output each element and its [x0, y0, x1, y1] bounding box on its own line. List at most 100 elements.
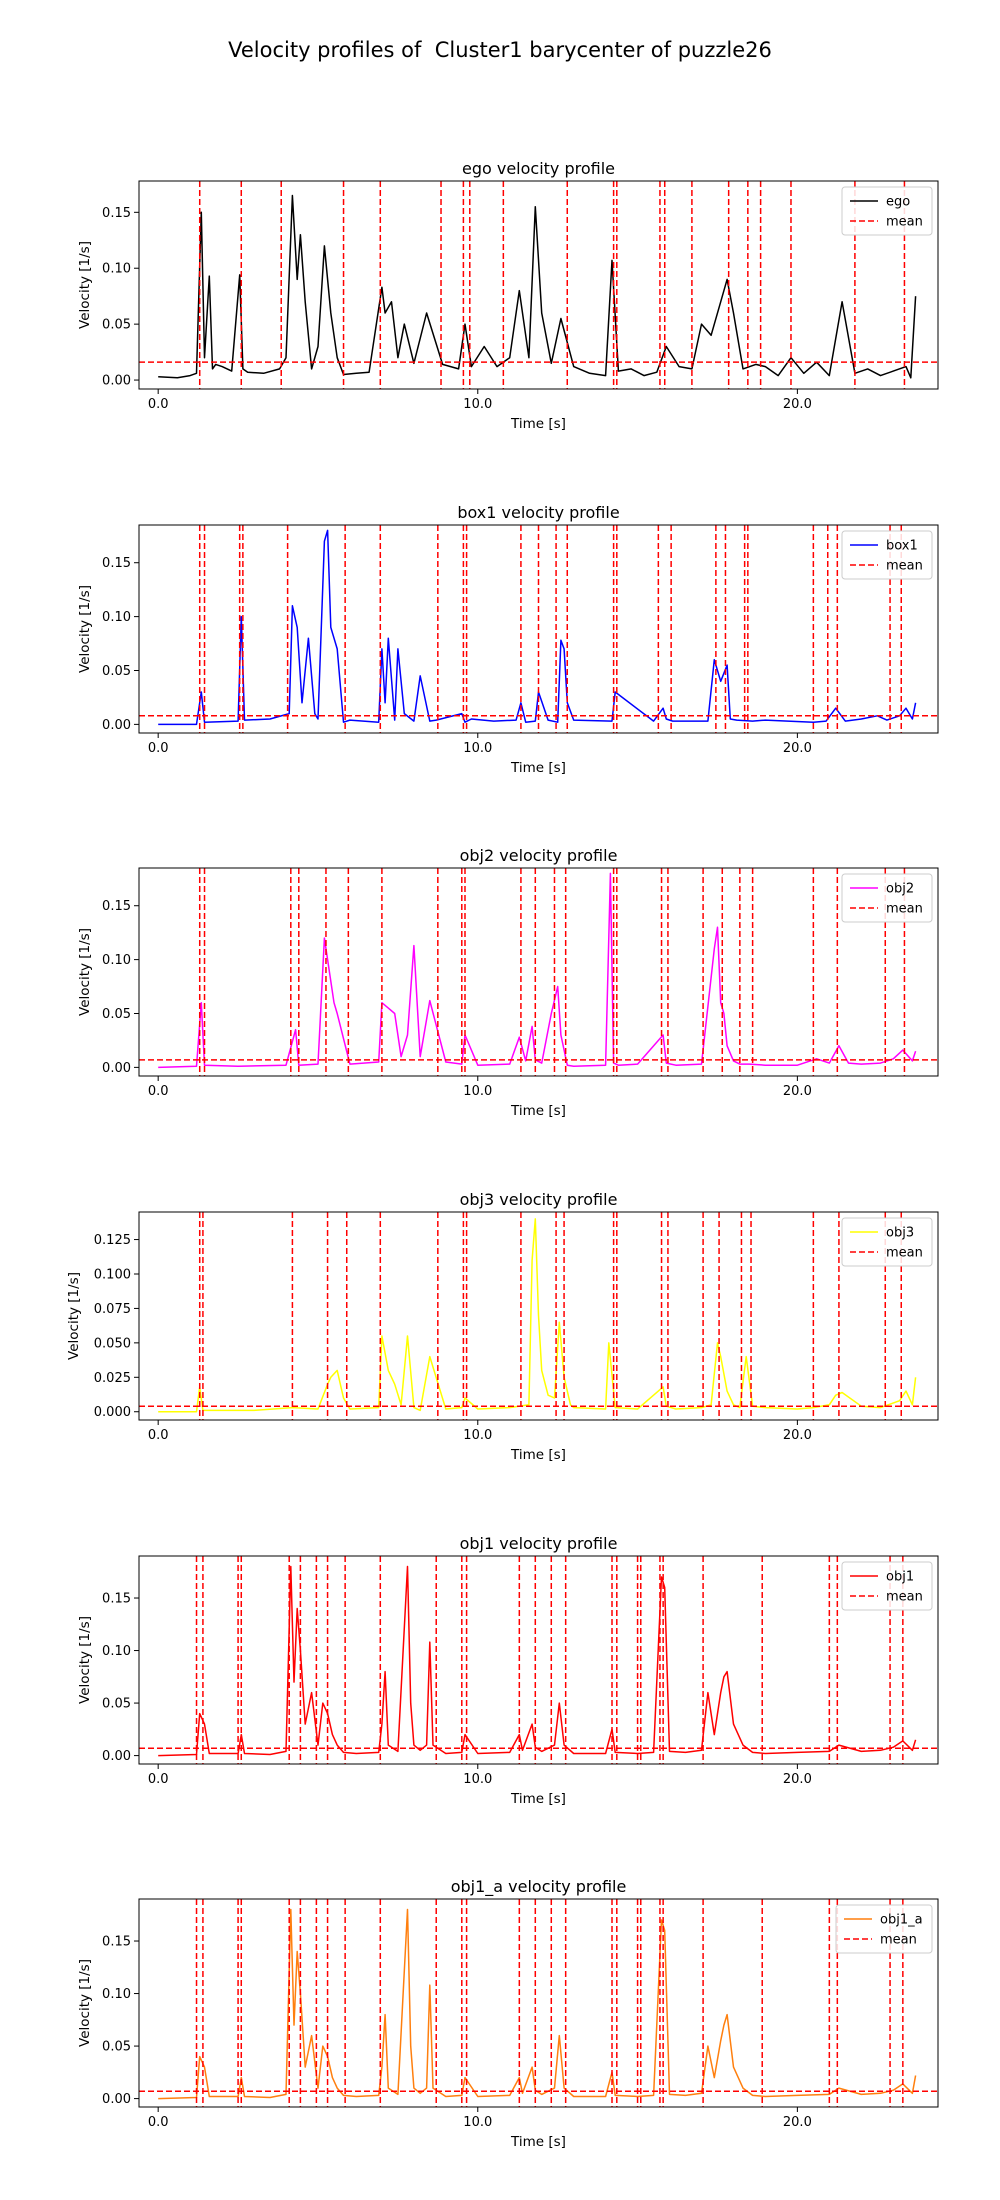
x-tick-label: 0.0	[148, 2115, 169, 2130]
x-tick-label: 10.0	[463, 741, 492, 756]
axes-frame	[138, 524, 939, 734]
legend-label-series: obj1_a	[880, 1913, 923, 1928]
axes-frame	[138, 867, 939, 1077]
legend-box	[841, 186, 933, 236]
y-tick-label: 0.075	[94, 1302, 131, 1317]
x-axis-label: Time [s]	[510, 416, 566, 432]
x-tick-label: 0.0	[148, 1084, 169, 1099]
legend-label-mean: mean	[880, 1933, 917, 1948]
legend: box1 mean	[841, 530, 933, 580]
y-tick-label: 0.00	[102, 718, 131, 733]
legend: obj1 mean	[841, 1561, 933, 1611]
x-tick-label: 20.0	[783, 397, 812, 412]
x-axis-label: Time [s]	[510, 1791, 566, 1807]
series-line-obj1	[158, 1565, 917, 1757]
y-tick-label: 0.05	[102, 664, 131, 679]
y-axis-label: Velocity [1/s]	[66, 1272, 82, 1360]
y-tick-label: 0.125	[94, 1233, 131, 1248]
legend: obj2 mean	[841, 873, 933, 923]
y-tick-label: 0.10	[102, 262, 131, 277]
x-tick-label: 20.0	[783, 741, 812, 756]
legend-label-mean: mean	[886, 902, 923, 917]
y-tick-label: 0.05	[102, 1007, 131, 1022]
series-line-ego	[158, 194, 917, 379]
legend-box	[841, 530, 933, 580]
y-tick-label: 0.050	[94, 1336, 131, 1351]
series-line-box1	[158, 529, 917, 726]
series-line-obj2	[158, 872, 917, 1069]
x-tick-label: 0.0	[148, 741, 169, 756]
y-tick-label: 0.100	[94, 1267, 131, 1282]
y-tick-label: 0.05	[102, 318, 131, 333]
x-tick-label: 0.0	[148, 1428, 169, 1443]
y-tick-label: 0.10	[102, 610, 131, 625]
legend-label-series: obj3	[886, 1226, 914, 1241]
y-tick-label: 0.10	[102, 1987, 131, 2002]
legend: ego mean	[841, 186, 933, 236]
y-tick-label: 0.15	[102, 206, 131, 221]
y-tick-label: 0.025	[94, 1371, 131, 1386]
legend-label-mean: mean	[886, 215, 923, 230]
x-tick-label: 10.0	[463, 397, 492, 412]
legend-label-mean: mean	[886, 1590, 923, 1605]
legend-label-series: box1	[886, 539, 918, 554]
x-tick-label: 20.0	[783, 1772, 812, 1787]
x-tick-label: 0.0	[148, 1772, 169, 1787]
y-tick-label: 0.05	[102, 2040, 131, 2055]
legend-box	[841, 873, 933, 923]
subplot-obj2: 0.0 10.0 20.0 0.00 0.05 0.10 0.15 obj2 velocity…	[77, 846, 939, 1119]
y-axis-label: Velocity [1/s]	[77, 241, 93, 329]
legend-label-mean: mean	[886, 559, 923, 574]
legend-box	[841, 1561, 933, 1611]
y-axis-label: Velocity [1/s]	[77, 1616, 93, 1704]
subplot-obj3: 0.0 10.0 20.0 0.000 0.025 0.050 0.075 0.100 0.12…	[66, 1190, 939, 1463]
x-tick-label: 10.0	[463, 1772, 492, 1787]
x-tick-label: 20.0	[783, 1428, 812, 1443]
x-axis-label: Time [s]	[510, 760, 566, 776]
axes-frame	[138, 1898, 939, 2108]
x-axis-label: Time [s]	[510, 2134, 566, 2150]
legend-label-mean: mean	[886, 1246, 923, 1261]
x-axis-label: Time [s]	[510, 1103, 566, 1119]
legend: obj3 mean	[841, 1217, 933, 1267]
legend-label-series: ego	[886, 195, 910, 210]
subplot-title: ego velocity profile	[462, 159, 615, 178]
y-axis-label: Velocity [1/s]	[77, 1959, 93, 2047]
series-line-obj3	[158, 1218, 917, 1413]
y-tick-label: 0.15	[102, 556, 131, 571]
subplot-title: obj1 velocity profile	[460, 1534, 618, 1553]
x-tick-label: 10.0	[463, 2115, 492, 2130]
y-tick-label: 0.000	[94, 1405, 131, 1420]
axes-frame	[138, 180, 939, 390]
subplot-title: obj3 velocity profile	[460, 1190, 618, 1209]
y-tick-label: 0.10	[102, 1644, 131, 1659]
y-tick-label: 0.05	[102, 1697, 131, 1712]
y-tick-label: 0.15	[102, 1592, 131, 1607]
y-tick-label: 0.00	[102, 374, 131, 389]
y-tick-label: 0.15	[102, 1935, 131, 1950]
legend-box	[841, 1217, 933, 1267]
y-tick-label: 0.00	[102, 1749, 131, 1764]
subplot-box1: 0.0 10.0 20.0 0.00 0.05 0.10 0.15 box1 velocity…	[77, 503, 939, 776]
figure-title: Velocity profiles of Cluster1 barycenter…	[228, 38, 772, 62]
y-tick-label: 0.00	[102, 1061, 131, 1076]
legend-box	[835, 1904, 933, 1954]
subplot-obj1_a: 0.0 10.0 20.0 0.00 0.05 0.10 0.15 obj1_a veloci…	[77, 1877, 939, 2150]
y-axis-label: Velocity [1/s]	[77, 585, 93, 673]
x-axis-label: Time [s]	[510, 1447, 566, 1463]
subplot-ego: 0.0 10.0 20.0 0.00 0.05 0.10 0.15 ego velocity …	[77, 159, 939, 432]
y-tick-label: 0.00	[102, 2092, 131, 2107]
x-tick-label: 20.0	[783, 1084, 812, 1099]
axes-frame	[138, 1555, 939, 1765]
y-tick-label: 0.15	[102, 899, 131, 914]
axes-frame	[138, 1211, 939, 1421]
legend-label-series: obj2	[886, 882, 914, 897]
x-tick-label: 10.0	[463, 1084, 492, 1099]
subplot-title: obj2 velocity profile	[460, 846, 618, 865]
y-tick-label: 0.10	[102, 953, 131, 968]
y-axis-label: Velocity [1/s]	[77, 928, 93, 1016]
subplot-obj1: 0.0 10.0 20.0 0.00 0.05 0.10 0.15 obj1 velocity…	[77, 1534, 939, 1807]
x-tick-label: 20.0	[783, 2115, 812, 2130]
